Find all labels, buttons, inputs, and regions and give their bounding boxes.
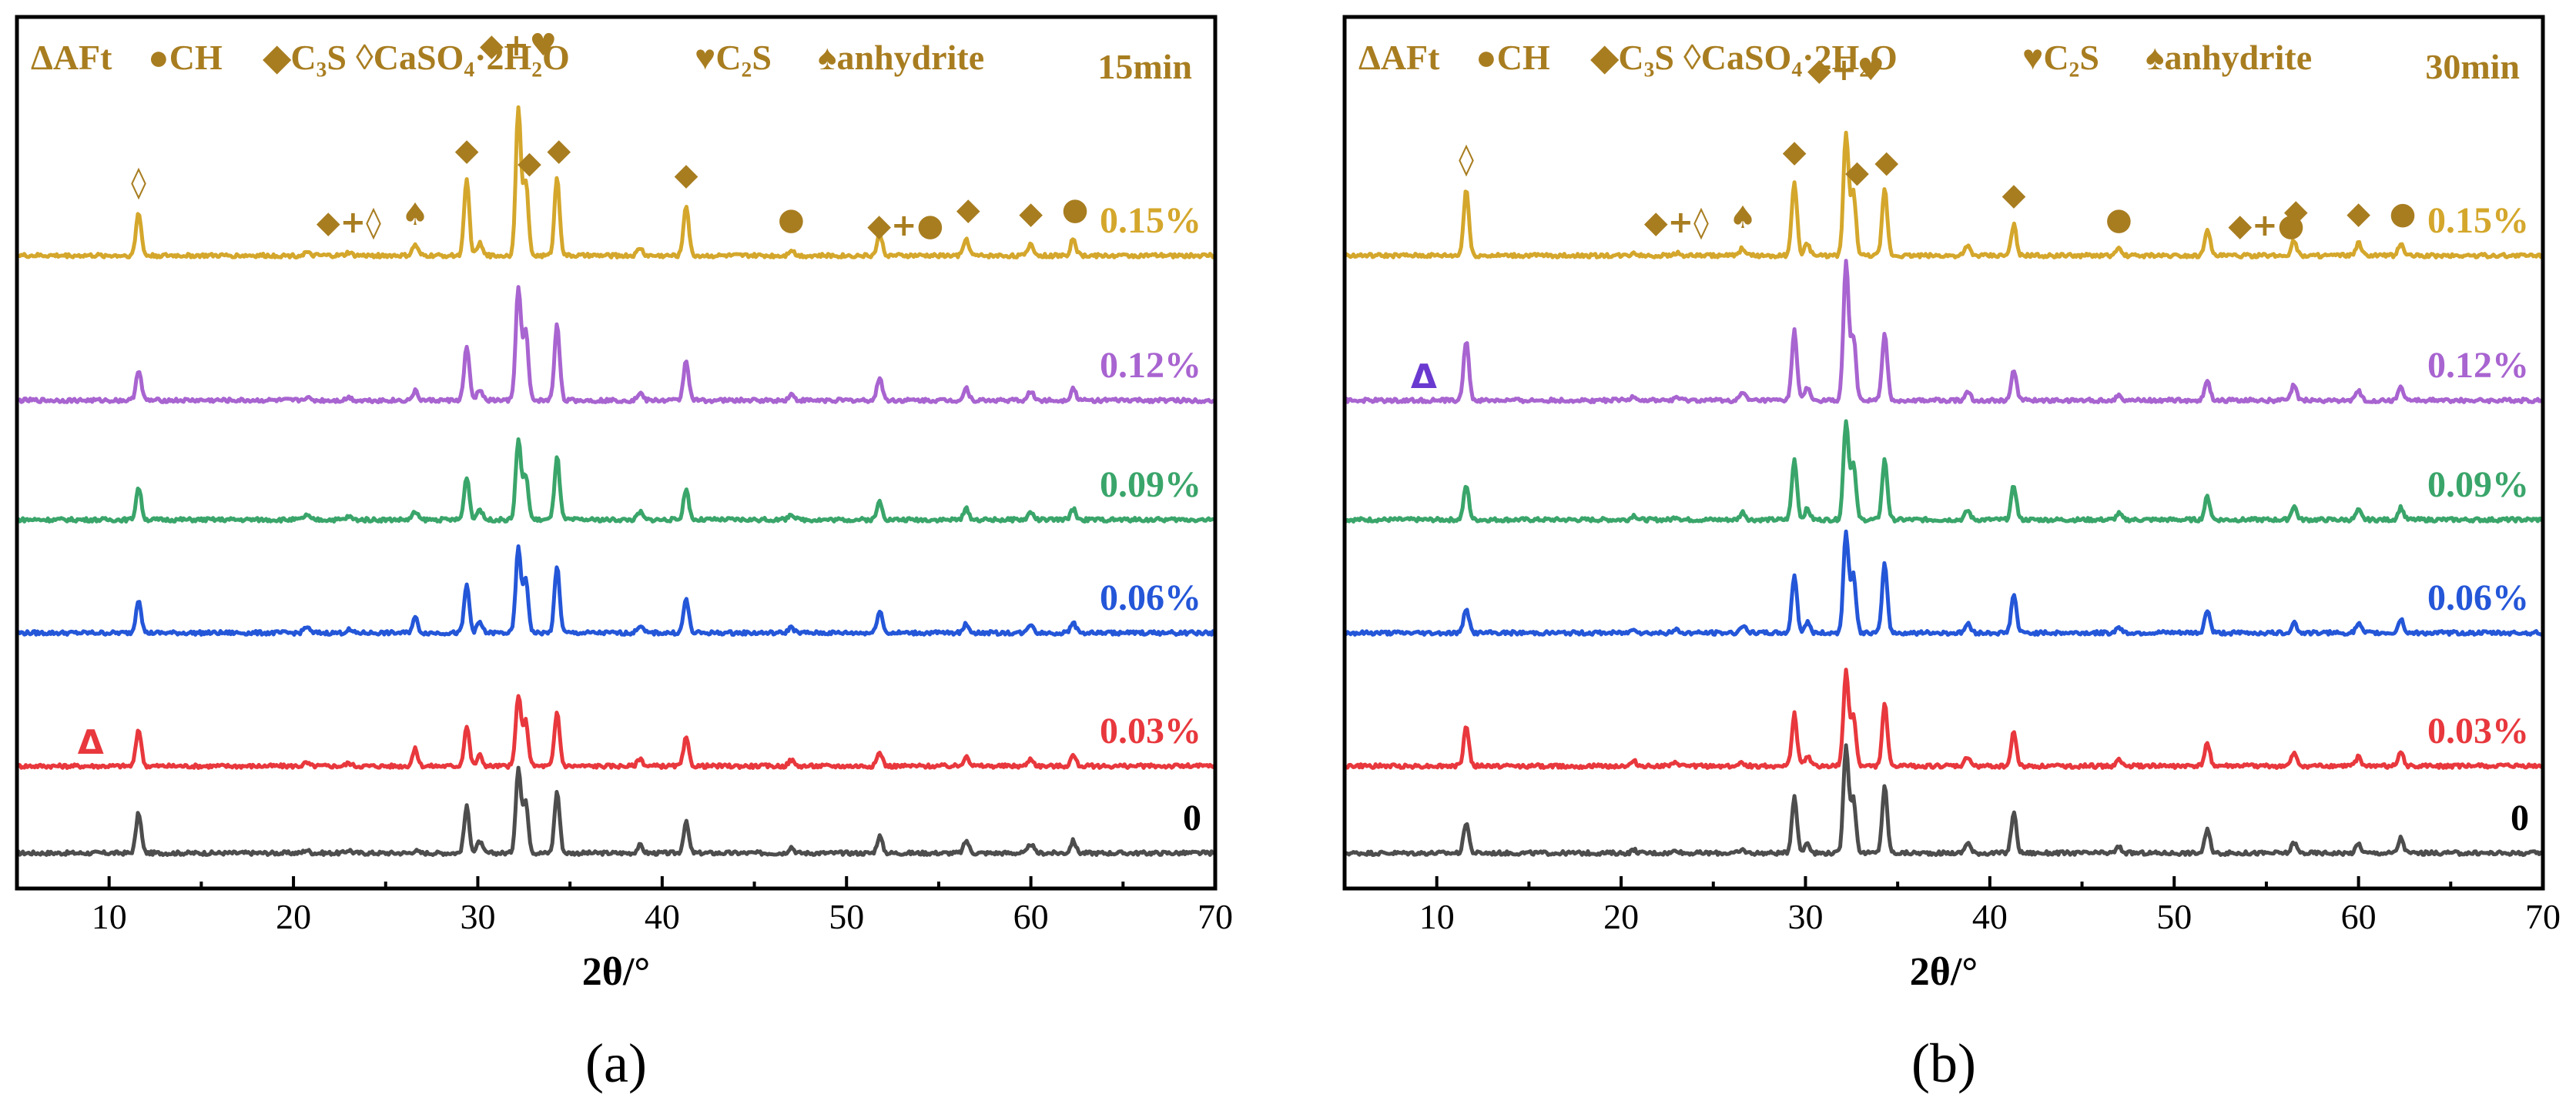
x-tick-label: 30 — [1787, 897, 1823, 936]
legend-gypsum: ◊CaSO₄·2H₂O — [1683, 38, 1898, 77]
axes-frame — [15, 15, 1218, 891]
x-tick-label: 10 — [1419, 897, 1455, 936]
x-tick-label: 60 — [2341, 897, 2377, 936]
x-tick-label: 30 — [460, 897, 495, 936]
aft-marker: Δ — [1411, 357, 1437, 397]
legend-anhydrite: ♠anhydrite — [818, 38, 984, 77]
series-label: 0.03% — [1100, 711, 1201, 751]
trace-0_12pct — [15, 285, 1216, 404]
x-tick-label: 20 — [276, 897, 311, 936]
peak-annotation: ● — [2105, 202, 2132, 237]
legend-aft: ΔAFt — [31, 38, 112, 77]
peak-annotation: ◆ — [2347, 196, 2370, 231]
series-label: 0.06% — [2427, 577, 2529, 618]
peak-annotation: ◆ — [518, 145, 541, 180]
trace-0_09pct — [1342, 419, 2544, 524]
x-tick-label: 10 — [92, 897, 127, 936]
series-label: 0 — [1183, 798, 1201, 838]
x-axis-label: 2θ/° — [1910, 950, 1978, 994]
peak-annotation: ◆ — [455, 132, 479, 168]
peak-annotation: ◆ — [547, 132, 571, 168]
peak-annotation: ◆+◊ — [1644, 205, 1709, 240]
x-tick-label: 50 — [2156, 897, 2192, 936]
peak-annotation: ◆ — [2002, 177, 2026, 213]
x-tick-label: 60 — [1013, 897, 1049, 936]
trace-0_09pct — [16, 437, 1215, 524]
series-label: 0.03% — [2427, 711, 2529, 751]
trace-0_03pct — [15, 694, 1216, 770]
peak-annotation: ◆+◊ — [317, 205, 381, 240]
panel-label: (a) — [585, 1032, 647, 1094]
series-label: 0.12% — [1100, 345, 1201, 386]
series-label: 0.09% — [2427, 464, 2529, 505]
legend-c3s: ◆C₃S — [263, 38, 347, 77]
x-tick-label: 70 — [2525, 897, 2561, 936]
peak-annotation: ● — [1062, 192, 1089, 227]
axes-frame — [1342, 15, 2545, 891]
peak-annotation: ◆+♥ — [480, 28, 557, 63]
x-tick-label: 40 — [645, 897, 680, 936]
time-label: 15min — [1097, 47, 1192, 86]
x-tick-label: 70 — [1198, 897, 1233, 936]
series-label: 0.09% — [1100, 464, 1201, 505]
aft-marker: Δ — [78, 723, 104, 762]
trace-0_15pct — [1342, 130, 2543, 259]
x-tick-label: 50 — [829, 897, 864, 936]
legend-ch: ●CH — [148, 38, 223, 77]
series-label: 0 — [2511, 798, 2529, 838]
legend-c3s: ◆C₃S — [1590, 38, 1674, 77]
peak-annotation: ◆+● — [867, 208, 943, 243]
peak-annotation: ● — [778, 202, 805, 237]
panel-label: (b) — [1911, 1032, 1976, 1094]
peak-annotation: ◆ — [1874, 144, 1898, 179]
peak-annotation: ● — [2390, 196, 2417, 232]
trace-0_15pct — [15, 105, 1216, 259]
panel-b: 0 0.03% 0.06% 0.09% 0.12% 0.15% 10 20 30 40 50 60 70… — [1342, 15, 2561, 1094]
peak-annotation: ◆ — [1019, 196, 1043, 231]
series-label: 0.15% — [1100, 200, 1201, 241]
peak-annotation: ♠ — [1729, 200, 1757, 236]
trace-0_03pct — [1344, 668, 2543, 770]
peak-annotation: ◊ — [131, 165, 146, 200]
legend-anhydrite: ♠anhydrite — [2146, 38, 2312, 77]
series-label: 0.06% — [1100, 577, 1201, 618]
trace-0_06pct — [15, 544, 1216, 637]
peak-annotation: ◆ — [1783, 134, 1807, 169]
legend-aft: ΔAFt — [1358, 38, 1440, 77]
legend-c2s: ♥C₂S — [695, 38, 772, 77]
peak-annotation: ◆ — [675, 157, 698, 192]
trace-0 — [16, 765, 1216, 857]
trace-0 — [1342, 743, 2544, 857]
trace-0_12pct — [1344, 259, 2544, 404]
time-label: 30min — [2425, 47, 2520, 86]
x-tick-label: 40 — [1972, 897, 2008, 936]
peak-annotation: ♠ — [401, 197, 429, 233]
x-tick-label: 20 — [1603, 897, 1639, 936]
peak-annotation: ◊ — [1459, 142, 1474, 177]
series-label: 0.12% — [2427, 345, 2529, 386]
trace-0_06pct — [1343, 529, 2543, 637]
legend-gypsum: ◊CaSO₄·2H₂O — [356, 38, 570, 77]
peak-annotation: ◆+● — [2228, 208, 2304, 243]
peak-annotation: ◆+♥ — [1807, 52, 1884, 88]
series-label: 0.15% — [2427, 200, 2529, 241]
peak-annotation: ◆ — [1845, 154, 1869, 189]
peak-annotation: ◆ — [2284, 193, 2308, 229]
legend-c2s: ♥C₂S — [2022, 38, 2099, 77]
panel-a: 0 0.03% 0.06% 0.09% 0.12% 0.15% 10 20 30 40 50 60 70… — [15, 15, 1233, 1094]
legend-ch: ●CH — [1476, 38, 1550, 77]
peak-annotation: ◆ — [956, 192, 980, 227]
x-axis-label: 2θ/° — [582, 950, 650, 994]
